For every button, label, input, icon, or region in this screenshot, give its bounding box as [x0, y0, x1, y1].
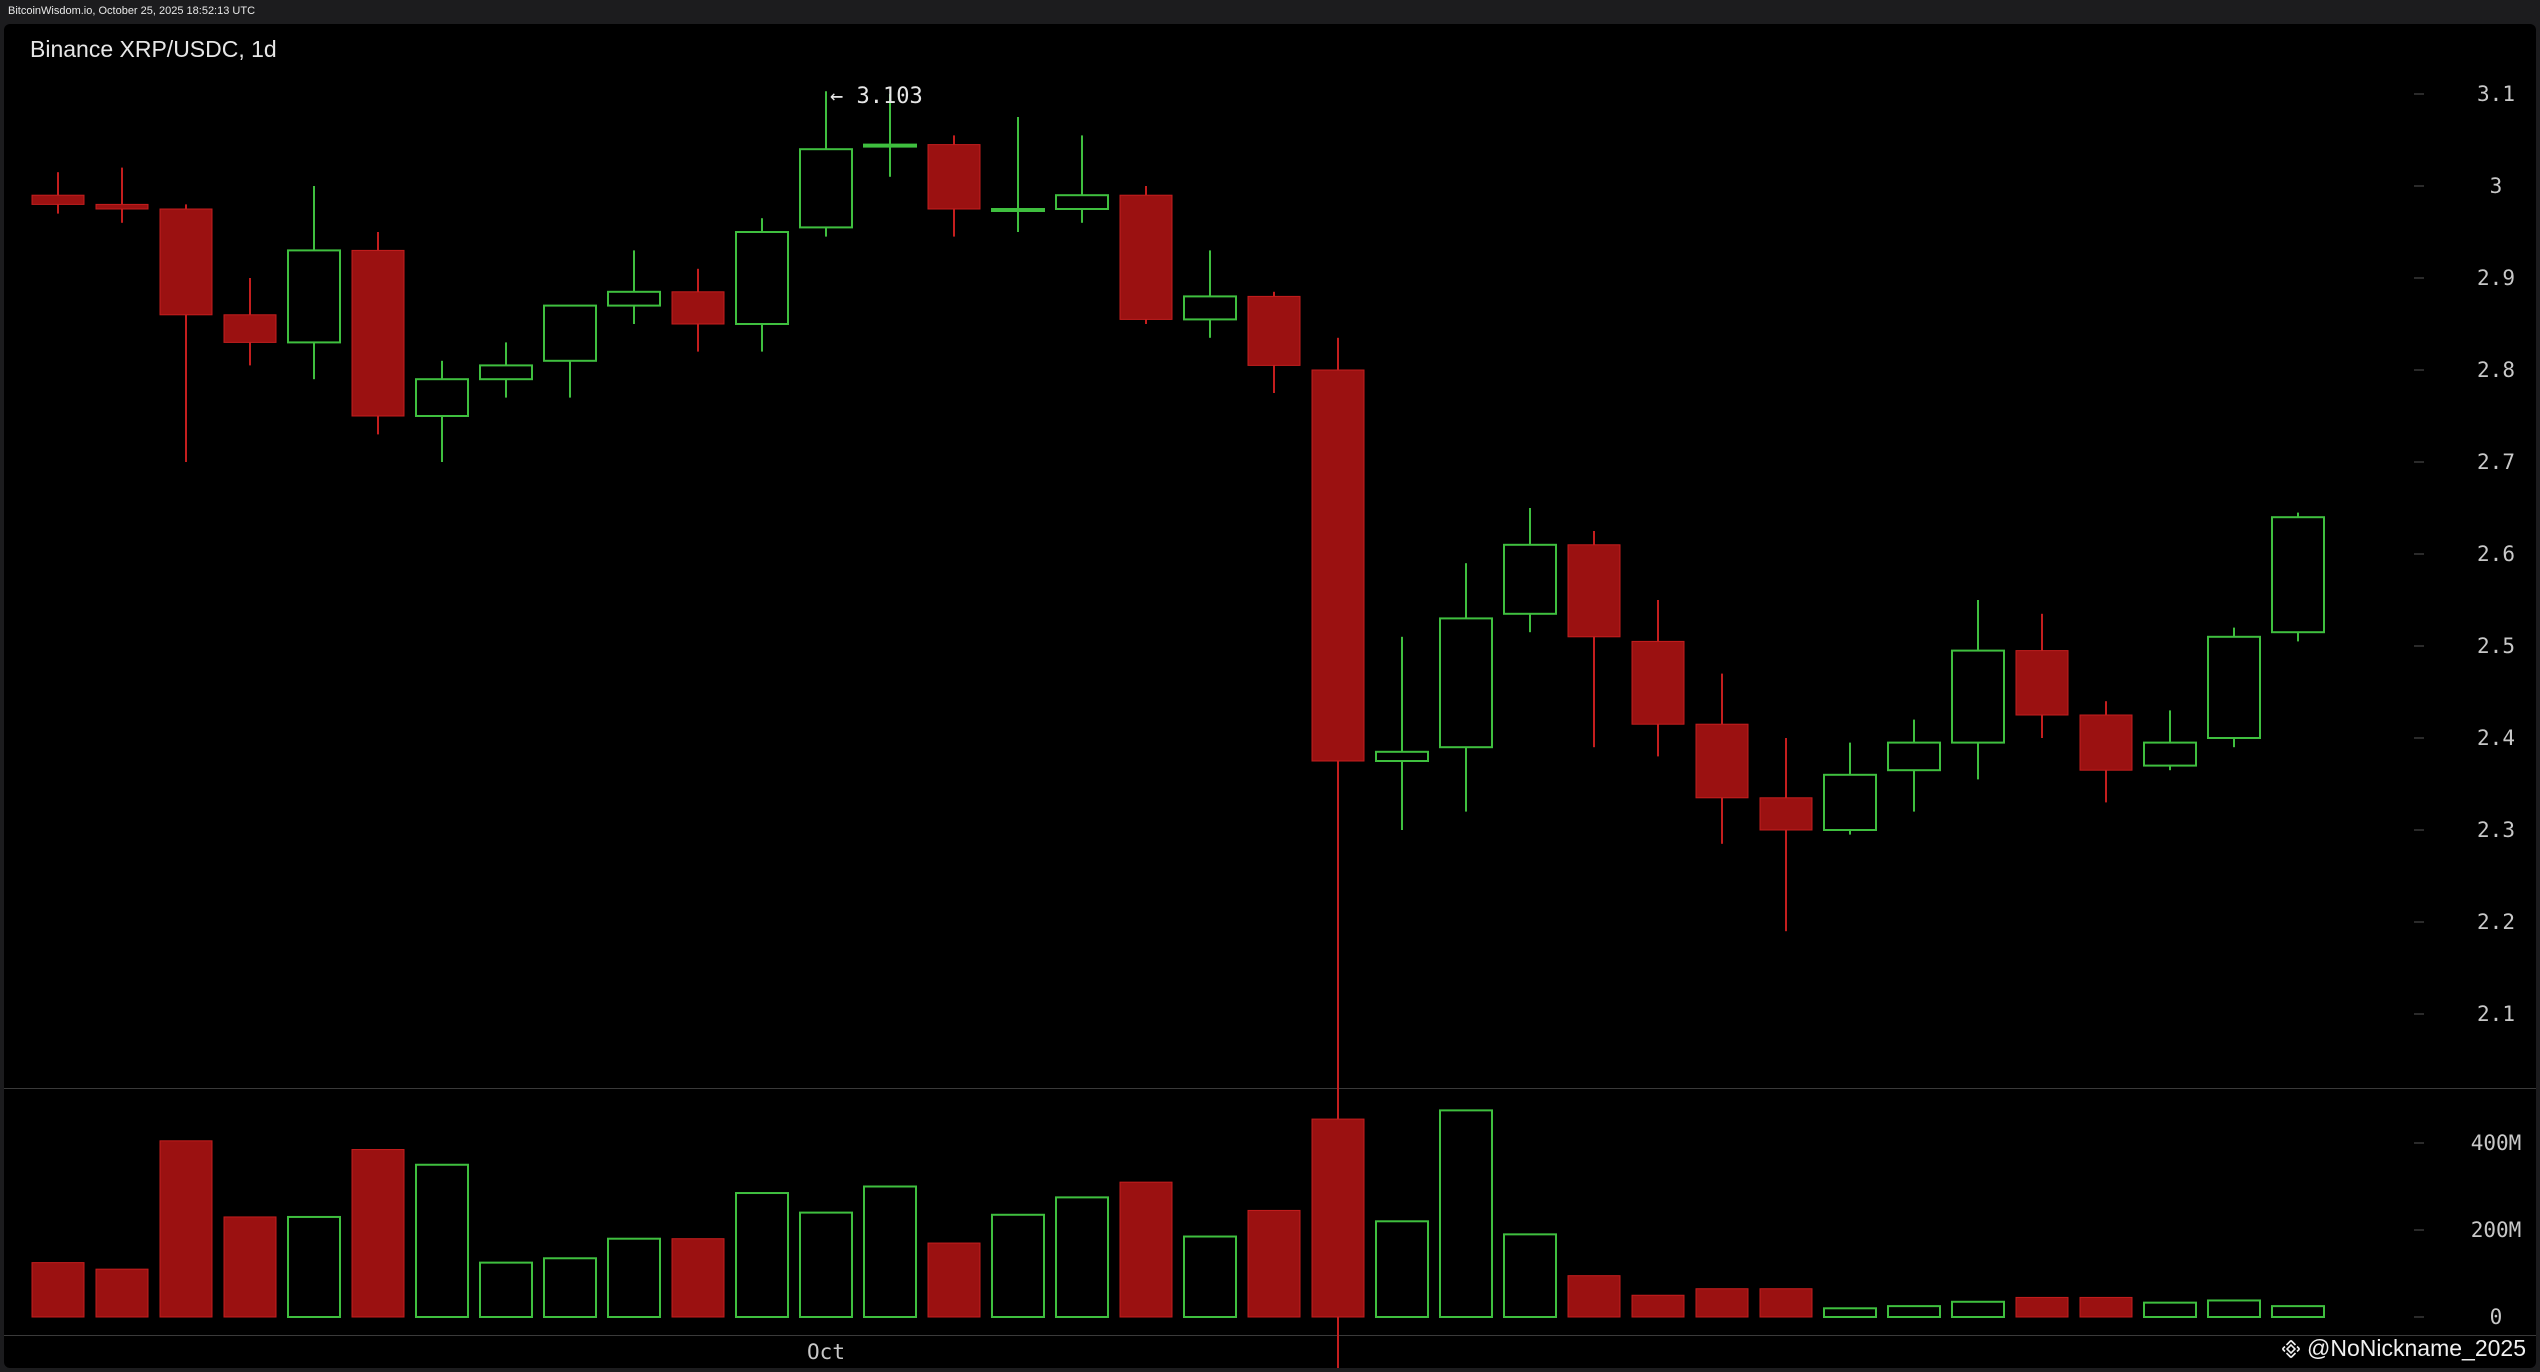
volume-bar-up — [799, 1211, 853, 1318]
top-bar: BitcoinWisdom.io, October 25, 2025 18:52… — [0, 0, 2540, 24]
volume-bar-down — [223, 1216, 277, 1318]
high-annotation: ← 3.103 — [830, 84, 923, 109]
price-tick-label: 2.7 — [2477, 450, 2515, 474]
candle-body-up — [2207, 635, 2261, 739]
volume-bar-up — [415, 1163, 469, 1318]
volume-bar-down — [1567, 1275, 1621, 1318]
candle-body-down — [2079, 714, 2133, 771]
volume-bar-up — [2143, 1301, 2197, 1319]
volume-bar-down — [1631, 1294, 1685, 1318]
candle-body-up — [799, 148, 853, 229]
volume-bar-up — [1951, 1300, 2005, 1319]
candle-body-down — [671, 291, 725, 325]
volume-bar-up — [1375, 1220, 1429, 1319]
volume-bar-down — [1695, 1288, 1749, 1318]
candle-body-up — [735, 231, 789, 325]
candle-body-down — [351, 249, 405, 417]
volume-bar-up — [479, 1261, 533, 1318]
candle-body-up — [287, 249, 341, 344]
volume-bar-down — [927, 1242, 981, 1318]
candle-body-up — [479, 364, 533, 381]
source-line: BitcoinWisdom.io, October 25, 2025 18:52… — [8, 5, 256, 17]
price-tick-label: 2.1 — [2477, 1002, 2515, 1026]
price-tick-label: 3.1 — [2477, 82, 2515, 106]
volume-bar-down — [159, 1140, 213, 1318]
candle-body-up — [607, 290, 661, 307]
volume-bar-down — [1311, 1118, 1365, 1318]
volume-bar-up — [2271, 1305, 2325, 1318]
volume-bar-up — [543, 1257, 597, 1319]
candle-body-down — [1247, 295, 1301, 366]
candle-body-down — [223, 314, 277, 343]
candlestick-chart[interactable]: 2.1 2.2 2.3 2.4 2.5 2.6 2.7 2.8 2.9 3 3.1 0 200M 400M… — [4, 24, 2536, 1368]
volume-bar-down — [1247, 1209, 1301, 1318]
price-tick-label: 2.5 — [2477, 634, 2515, 658]
candle-body-down — [1567, 544, 1621, 638]
volume-bar-down — [31, 1262, 85, 1318]
candle-body-down — [927, 144, 981, 210]
candle-body-down — [1119, 194, 1173, 320]
volume-bar-up — [1823, 1307, 1877, 1319]
volume-bar-up — [1183, 1235, 1237, 1319]
candle-body-down — [1759, 797, 1813, 831]
candle-body-up — [2143, 741, 2197, 767]
candle-body-up — [1951, 649, 2005, 744]
volume-bar-up — [607, 1237, 661, 1318]
candle-body-up — [1887, 741, 1941, 772]
candle-body-up — [1823, 773, 1877, 831]
price-tick-label: 2.8 — [2477, 358, 2515, 382]
volume-tick-label: 400M — [2471, 1131, 2522, 1155]
volume-bar-down — [1759, 1288, 1813, 1318]
volume-bar-up — [735, 1192, 789, 1319]
binance-logo-icon — [2281, 1339, 2301, 1358]
price-tick-label: 2.4 — [2477, 726, 2515, 750]
watermark: @NoNickname_2025 — [2281, 1335, 2526, 1362]
price-tick-label: 2.3 — [2477, 818, 2515, 842]
chart-title: Binance XRP/USDC, 1d — [30, 36, 277, 62]
volume-bar-up — [287, 1215, 341, 1318]
candle-body-up — [415, 378, 469, 418]
volume-bar-down — [1119, 1181, 1173, 1318]
candle-body-up — [543, 304, 597, 362]
volume-bar-up — [1055, 1196, 1109, 1318]
candle-body-down — [95, 203, 149, 210]
candle-body-up — [1503, 543, 1557, 615]
volume-bar-up — [863, 1185, 917, 1318]
volume-bar-down — [2079, 1296, 2133, 1318]
price-tick-label: 2.2 — [2477, 910, 2515, 934]
price-tick-label: 2.6 — [2477, 542, 2515, 566]
candle-body-down — [159, 208, 213, 316]
price-tick-label: 2.9 — [2477, 266, 2515, 290]
candle-body-up — [2271, 516, 2325, 634]
volume-bar-down — [351, 1149, 405, 1318]
candle-body-down — [1695, 723, 1749, 799]
candle-body-down — [2015, 650, 2069, 716]
watermark-text: @NoNickname_2025 — [2307, 1335, 2526, 1361]
candle-body-up — [1439, 617, 1493, 749]
volume-bar-down — [671, 1238, 725, 1318]
price-tick-label: 3 — [2490, 174, 2503, 198]
chart-panel: 2.1 2.2 2.3 2.4 2.5 2.6 2.7 2.8 2.9 3 3.1 0 200M 400M… — [4, 24, 2536, 1368]
time-tick-label: Oct — [807, 1340, 845, 1364]
candle-body-down — [31, 194, 85, 205]
volume-tick-label: 0 — [2490, 1305, 2503, 1329]
candle-body-down — [1631, 640, 1685, 725]
candle-body-down — [1311, 369, 1365, 762]
candle-body-up — [1375, 750, 1429, 762]
volume-bar-up — [1503, 1233, 1557, 1318]
volume-bar-up — [1887, 1305, 1941, 1318]
volume-bar-up — [991, 1213, 1045, 1319]
volume-bar-down — [95, 1268, 149, 1318]
candle-body-up — [863, 143, 917, 148]
volume-tick-label: 200M — [2471, 1218, 2522, 1242]
volume-bar-down — [2015, 1296, 2069, 1318]
candle-body-up — [991, 208, 1045, 212]
candle-body-up — [1055, 194, 1109, 210]
volume-bar-up — [2207, 1299, 2261, 1318]
candle-body-up — [1183, 295, 1237, 321]
volume-bar-up — [1439, 1109, 1493, 1318]
